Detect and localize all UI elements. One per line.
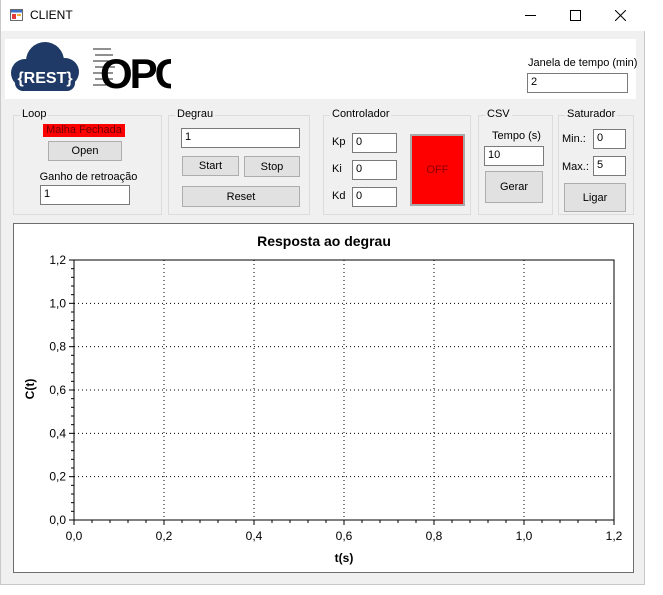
reset-button[interactable]: Reset xyxy=(182,186,300,207)
x-tick-label: 0,6 xyxy=(336,529,353,543)
close-button[interactable] xyxy=(598,0,643,31)
time-window-label: Janela de tempo (min) xyxy=(528,57,638,69)
feedback-gain-input[interactable]: 1 xyxy=(40,185,130,205)
x-tick-label: 1,2 xyxy=(606,529,623,543)
saturator-max-label: Max.: xyxy=(562,161,589,173)
client-window: CLIENT {REST} O xyxy=(0,0,646,585)
saturator-min-input[interactable]: 0 xyxy=(593,129,626,149)
kd-label: Kd xyxy=(332,190,346,202)
saturator-min-label: Min.: xyxy=(562,133,586,145)
time-window-input[interactable]: 2 xyxy=(527,73,628,93)
y-tick-label: 1,0 xyxy=(49,296,66,310)
saturator-group: Saturador Min.: 0 Max.: 5 Ligar xyxy=(558,108,634,215)
y-tick-label: 0,6 xyxy=(49,383,66,397)
maximize-button[interactable] xyxy=(553,0,598,31)
open-loop-button[interactable]: Open xyxy=(48,141,122,161)
y-tick-label: 0,8 xyxy=(49,340,66,354)
generate-csv-button[interactable]: Gerar xyxy=(485,171,543,203)
loop-group-title: Loop xyxy=(20,108,49,120)
csv-time-input[interactable]: 10 xyxy=(484,146,544,166)
step-value-input[interactable]: 1 xyxy=(181,128,300,148)
feedback-gain-label: Ganho de retroação xyxy=(39,171,138,183)
controller-group-title: Controlador xyxy=(330,108,392,120)
chart-title: Resposta ao degrau xyxy=(257,233,391,249)
title-bar: CLIENT xyxy=(1,0,646,31)
x-tick-label: 0,4 xyxy=(246,529,263,543)
kp-label: Kp xyxy=(332,136,346,148)
kd-input[interactable]: 0 xyxy=(352,187,397,207)
y-tick-label: 1,2 xyxy=(49,253,66,267)
close-icon xyxy=(615,10,626,21)
chart-y-axis-label: C(t) xyxy=(23,379,37,400)
chart-x-axis-label: t(s) xyxy=(335,551,354,565)
saturator-enable-button[interactable]: Ligar xyxy=(564,183,626,212)
kp-input[interactable]: 0 xyxy=(352,133,397,153)
x-tick-label: 0,8 xyxy=(426,529,443,543)
loop-status-badge: Malha Fechada xyxy=(43,124,125,137)
y-tick-label: 0,2 xyxy=(49,470,66,484)
maximize-icon xyxy=(570,10,581,21)
svg-text:{REST}: {REST} xyxy=(17,70,72,87)
chart-plot: Resposta ao degrau t(s) C(t) 0,0 0,2 0,4 0,… xyxy=(23,233,623,565)
y-tick-label: 0,0 xyxy=(49,513,66,527)
chart-ticks: 0,0 0,2 0,4 0,6 0,8 1,0 1,2 0,0 0,2 0,4 0,6 0,8 1,0 1… xyxy=(49,253,622,543)
svg-text:OPC: OPC xyxy=(100,50,171,95)
saturator-max-input[interactable]: 5 xyxy=(593,156,626,176)
x-tick-label: 1,0 xyxy=(516,529,533,543)
x-tick-label: 0,0 xyxy=(66,529,83,543)
step-group: Degrau 1 Start Stop Reset xyxy=(168,108,310,215)
ki-label: Ki xyxy=(332,163,342,175)
stop-button[interactable]: Stop xyxy=(244,156,300,177)
y-tick-label: 0,4 xyxy=(49,426,66,440)
app-icon xyxy=(10,9,23,21)
csv-time-label: Tempo (s) xyxy=(492,130,541,142)
csv-group: CSV Tempo (s) 10 Gerar xyxy=(478,108,553,215)
rest-logo: {REST} xyxy=(11,42,79,91)
header-banner: {REST} OPC Janela de tempo (min) 2 xyxy=(5,39,638,99)
saturator-group-title: Saturador xyxy=(565,108,618,120)
start-button[interactable]: Start xyxy=(182,156,239,176)
controller-group: Controlador Kp 0 Ki 0 Kd 0 OFF xyxy=(323,108,471,215)
controller-toggle-button[interactable]: OFF xyxy=(410,134,465,206)
minimize-button[interactable] xyxy=(508,0,553,31)
plot-area-frame xyxy=(73,259,615,521)
window-title: CLIENT xyxy=(30,8,73,22)
ki-input[interactable]: 0 xyxy=(352,160,397,180)
loop-group: Loop Malha Fechada Open Ganho de retroaç… xyxy=(13,108,162,215)
opc-logo: OPC xyxy=(93,48,171,95)
chart-grid xyxy=(74,260,614,520)
step-response-chart: Resposta ao degrau t(s) C(t) 0,0 0,2 0,4 0,… xyxy=(13,223,634,573)
minimize-icon xyxy=(525,15,536,16)
step-group-title: Degrau xyxy=(175,108,216,120)
x-tick-label: 0,2 xyxy=(156,529,173,543)
csv-group-title: CSV xyxy=(485,108,512,120)
